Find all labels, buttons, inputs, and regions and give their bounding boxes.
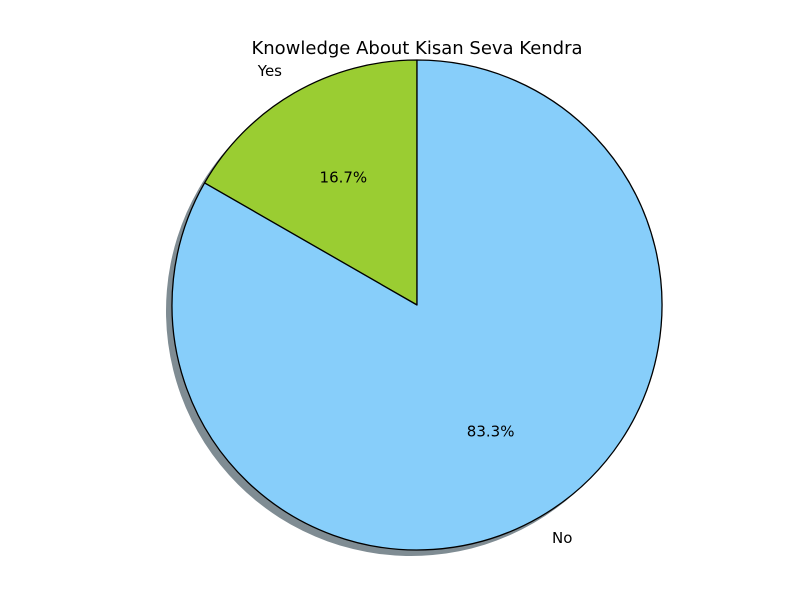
slice-label-no: No: [552, 529, 572, 547]
slice-percent-no: 83.3%: [467, 423, 515, 441]
pie-slice-yes: [203, 59, 418, 306]
chart-title: Knowledge About Kisan Seva Kendra: [251, 38, 582, 59]
slice-percent-yes: 16.7%: [320, 168, 368, 186]
slice-label-yes: Yes: [257, 62, 282, 80]
pie-labels: Yes 16.7% No 83.3%: [257, 62, 573, 547]
pie-slices: [171, 59, 663, 551]
pie-slice-no: [171, 59, 663, 551]
